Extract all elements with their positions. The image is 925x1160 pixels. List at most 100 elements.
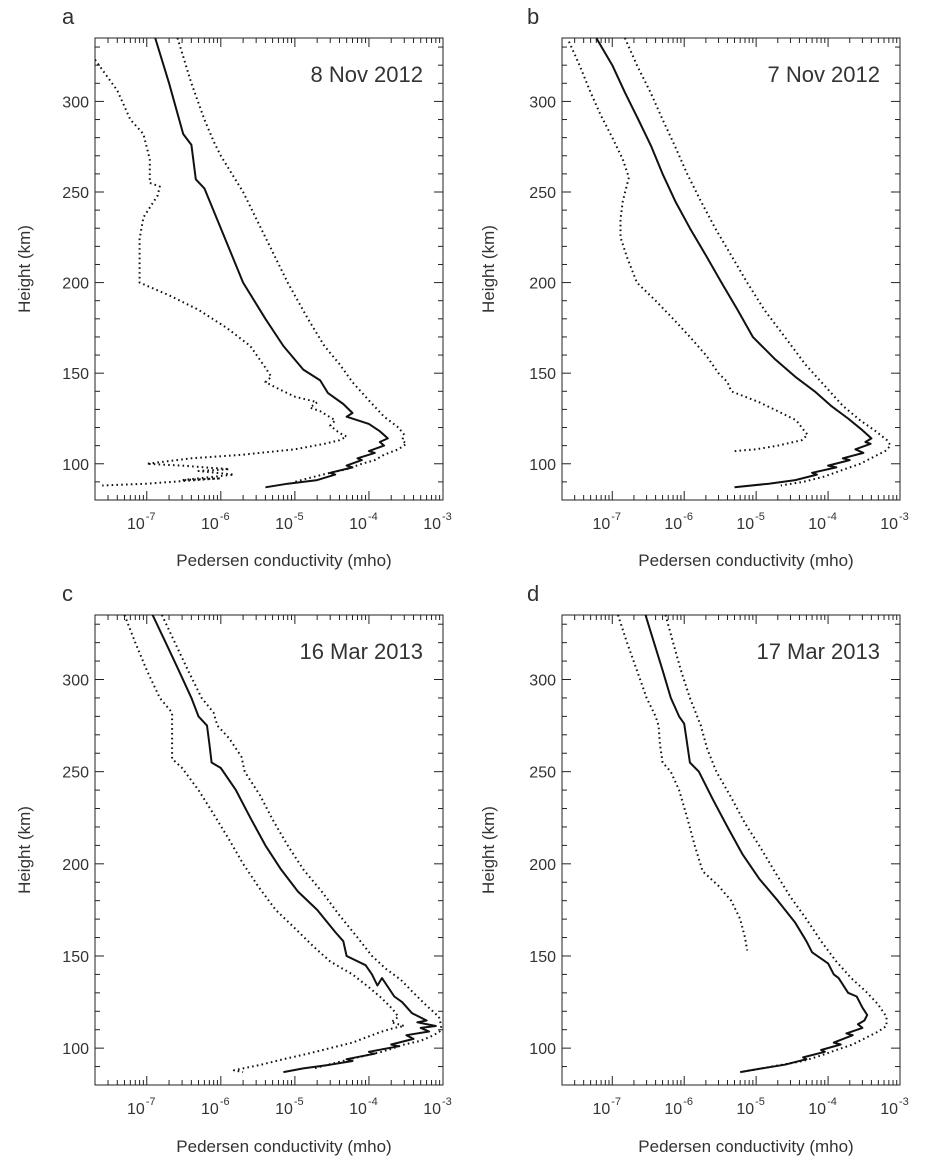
y-tick-label: 200	[529, 857, 556, 874]
series-line-dotted	[664, 615, 888, 1074]
x-axis-label: Pedersen conductivity (mho)	[176, 1137, 391, 1156]
y-axis-label: Height (km)	[479, 225, 498, 313]
x-tick-label: 10	[349, 1101, 367, 1118]
x-tick-exponent: -7	[611, 511, 621, 523]
y-tick-label: 150	[62, 366, 89, 383]
x-tick-exponent: -3	[899, 1096, 909, 1108]
x-tick-exponent: -7	[611, 1096, 621, 1108]
x-tick-label: 10	[201, 1101, 219, 1118]
series-group	[568, 38, 892, 489]
x-tick-label: 10	[592, 1101, 610, 1118]
plot-frame	[561, 614, 901, 1086]
x-axis-label: Pedersen conductivity (mho)	[176, 551, 391, 570]
x-tick-exponent: -5	[755, 511, 765, 523]
panel-title: 17 Mar 2013	[756, 639, 880, 664]
y-axis-label: Height (km)	[15, 225, 34, 313]
series-line-solid	[151, 615, 437, 1074]
y-tick-label: 200	[62, 857, 89, 874]
series-line-dotted	[623, 38, 892, 487]
y-tick-label: 250	[62, 765, 89, 782]
x-tick-exponent: -6	[220, 511, 230, 523]
x-tick-exponent: -5	[294, 1096, 304, 1108]
x-tick-label: 10	[201, 516, 219, 533]
series-line-dotted	[617, 615, 749, 951]
y-tick-label: 100	[62, 1041, 89, 1058]
x-tick-exponent: -4	[368, 511, 378, 523]
y-tick-label: 150	[62, 949, 89, 966]
plot-frame	[561, 37, 901, 501]
y-tick-label: 100	[529, 457, 556, 474]
plot-frame	[94, 37, 444, 501]
x-tick-label: 10	[664, 1101, 682, 1118]
series-line-dotted	[568, 41, 809, 453]
panel-letter: a	[62, 4, 75, 29]
x-tick-label: 10	[880, 1101, 898, 1118]
y-tick-label: 250	[529, 765, 556, 782]
y-tick-label: 300	[529, 673, 556, 690]
x-axis-label: Pedersen conductivity (mho)	[638, 1137, 853, 1156]
y-axis-label: Height (km)	[15, 806, 34, 894]
x-tick-label: 10	[880, 516, 898, 533]
x-tick-exponent: -7	[146, 511, 156, 523]
panel-title: 16 Mar 2013	[299, 639, 423, 664]
series-line-dotted	[160, 615, 443, 1070]
y-tick-label: 100	[62, 457, 89, 474]
x-tick-label: 10	[127, 1101, 145, 1118]
x-tick-label: 10	[275, 516, 293, 533]
x-tick-exponent: -3	[442, 1096, 452, 1108]
series-line-solid	[595, 38, 873, 489]
x-tick-label: 10	[592, 516, 610, 533]
x-tick-exponent: -6	[220, 1096, 230, 1108]
y-tick-label: 250	[529, 185, 556, 202]
x-tick-label: 10	[664, 516, 682, 533]
series-line-dotted	[95, 59, 348, 487]
y-tick-label: 150	[529, 366, 556, 383]
y-tick-label: 200	[529, 276, 556, 293]
series-line-solid	[154, 38, 389, 489]
x-axis-label: Pedersen conductivity (mho)	[638, 551, 853, 570]
x-tick-exponent: -5	[294, 511, 304, 523]
x-tick-label: 10	[275, 1101, 293, 1118]
y-tick-label: 300	[62, 673, 89, 690]
series-line-dotted	[176, 38, 408, 483]
panel-title: 7 Nov 2012	[767, 62, 880, 87]
series-group	[123, 615, 443, 1074]
y-axis-label: Height (km)	[479, 806, 498, 894]
panel-letter: b	[527, 4, 539, 29]
x-tick-label: 10	[736, 1101, 754, 1118]
x-tick-label: 10	[808, 1101, 826, 1118]
y-tick-label: 300	[529, 94, 556, 111]
x-tick-label: 10	[349, 516, 367, 533]
y-tick-label: 200	[62, 276, 89, 293]
series-line-solid	[644, 615, 869, 1074]
y-tick-label: 150	[529, 949, 556, 966]
series-line-dotted	[123, 615, 406, 1074]
x-tick-label: 10	[808, 516, 826, 533]
x-tick-label: 10	[736, 516, 754, 533]
x-tick-exponent: -4	[368, 1096, 378, 1108]
x-tick-label: 10	[127, 516, 145, 533]
y-tick-label: 250	[62, 185, 89, 202]
x-tick-label: 10	[423, 516, 441, 533]
plot-frame	[94, 614, 444, 1086]
x-tick-label: 10	[423, 1101, 441, 1118]
series-group	[95, 38, 408, 489]
panel-letter: d	[527, 581, 539, 606]
panel-letter: c	[62, 581, 73, 606]
series-group	[617, 615, 888, 1074]
y-tick-label: 300	[62, 94, 89, 111]
x-tick-exponent: -6	[683, 511, 693, 523]
x-tick-exponent: -5	[755, 1096, 765, 1108]
x-tick-exponent: -4	[827, 511, 837, 523]
x-tick-exponent: -3	[899, 511, 909, 523]
x-tick-exponent: -4	[827, 1096, 837, 1108]
x-tick-exponent: -7	[146, 1096, 156, 1108]
x-tick-exponent: -3	[442, 511, 452, 523]
x-tick-exponent: -6	[683, 1096, 693, 1108]
y-tick-label: 100	[529, 1041, 556, 1058]
